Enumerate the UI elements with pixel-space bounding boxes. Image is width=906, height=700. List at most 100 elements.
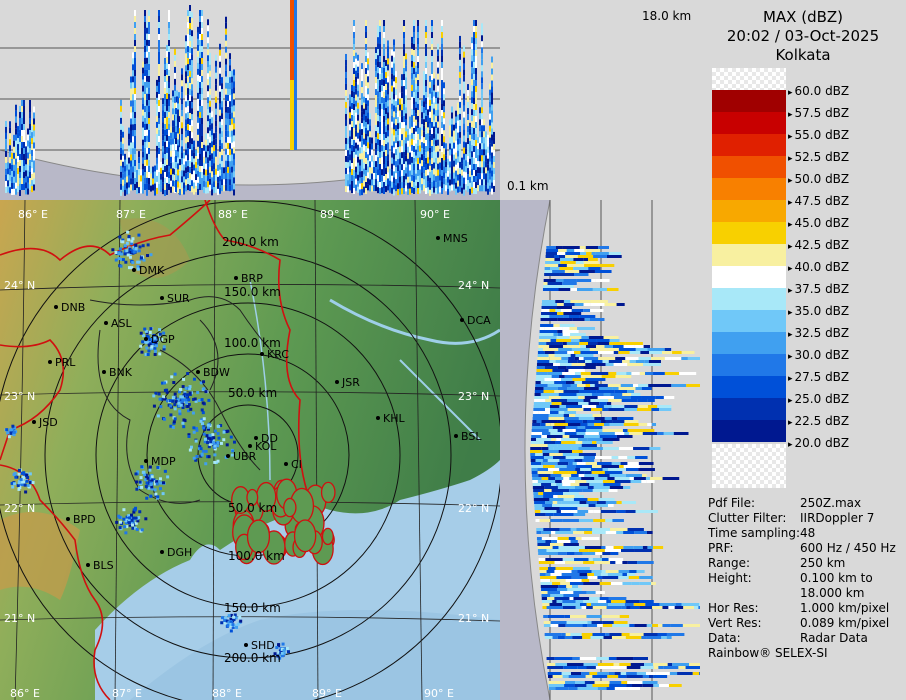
echo-cell [21, 100, 23, 106]
echo-cell [547, 615, 565, 618]
echo-cell [453, 130, 455, 137]
city-marker [436, 236, 440, 240]
echo-cell [176, 90, 178, 97]
echo-cell [445, 173, 447, 180]
echo-cell [571, 339, 580, 342]
echo-cell [231, 623, 235, 627]
echo-cell [124, 171, 126, 178]
echo-cell [130, 148, 132, 155]
echo-cell [640, 666, 654, 669]
echo-cell [199, 82, 201, 88]
echo-cell [351, 175, 353, 182]
echo-cell [467, 174, 469, 181]
echo-cell [365, 152, 367, 158]
echo-cell [421, 124, 423, 131]
echo-cell [158, 112, 160, 118]
lon-label-top: 88° E [218, 208, 248, 221]
echo-cell [411, 162, 413, 169]
echo-cell [643, 345, 651, 348]
echo-cell [447, 188, 449, 195]
echo-cell [158, 16, 160, 22]
echo-cell [401, 92, 403, 99]
echo-cell [411, 102, 413, 109]
echo-cell [578, 519, 594, 522]
echo-cell [25, 152, 27, 159]
echo-cell [610, 666, 627, 669]
echo-cell [427, 109, 429, 116]
echo-cell [132, 142, 134, 149]
echo-cell [209, 70, 211, 77]
echo-cell [443, 166, 445, 173]
echo-cell [483, 125, 485, 132]
echo-cell [178, 412, 182, 416]
echo-cell [215, 174, 217, 181]
echo-cell [429, 111, 431, 118]
echo-cell [10, 481, 14, 485]
echo-cell [351, 169, 353, 176]
echo-cell [411, 120, 413, 127]
echo-cell [387, 148, 389, 155]
echo-cell [164, 87, 166, 94]
echo-cell [166, 86, 168, 93]
echo-cell [638, 462, 654, 465]
echo-cell [587, 438, 603, 441]
echo-cell [595, 252, 609, 255]
echo-cell [421, 148, 423, 155]
echo-cell [463, 129, 465, 136]
echo-cell [132, 178, 134, 185]
echo-cell [437, 139, 439, 146]
echo-cell [568, 687, 578, 690]
echo-cell [351, 187, 353, 194]
echo-cell [475, 50, 477, 56]
echo-cell [225, 34, 227, 41]
echo-cell [559, 528, 571, 531]
echo-cell [369, 137, 371, 144]
echo-cell [381, 79, 383, 86]
echo-cell [168, 160, 170, 166]
echo-cell [207, 25, 209, 32]
echo-cell [588, 336, 604, 339]
echo-cell [553, 513, 564, 516]
echo-cell [11, 176, 13, 183]
echo-cell [574, 459, 583, 462]
echo-cell [622, 582, 632, 585]
echo-cell [607, 477, 615, 480]
echo-cell [549, 411, 559, 414]
echo-cell [397, 171, 399, 178]
echo-cell [179, 165, 181, 172]
echo-cell [539, 336, 557, 339]
echo-cell [405, 173, 407, 180]
echo-cell [33, 118, 35, 125]
echo-cell [590, 372, 609, 375]
legend-label: 27.5 dBZ [788, 370, 850, 384]
echo-cell [227, 184, 229, 191]
echo-cell [487, 182, 489, 189]
echo-cell [563, 423, 568, 426]
echo-cell [415, 95, 417, 102]
echo-cell [568, 675, 586, 678]
echo-cell [186, 404, 190, 408]
echo-cell [530, 441, 545, 444]
echo-cell [391, 115, 393, 122]
echo-cell [411, 78, 413, 85]
echo-cell [491, 164, 493, 171]
echo-cell [164, 189, 166, 196]
echo-cell [353, 158, 355, 164]
echo-cell [179, 403, 183, 407]
echo-cell [213, 163, 215, 170]
echo-cell [349, 142, 351, 149]
echo-cell [481, 83, 483, 90]
echo-cell [29, 142, 31, 148]
echo-cell [616, 531, 624, 534]
echo-cell [441, 56, 443, 62]
echo-cell [132, 248, 136, 252]
echo-cell [369, 173, 371, 180]
echo-cell [195, 427, 199, 431]
echo-cell [401, 146, 403, 153]
echo-cell [629, 351, 641, 354]
echo-cell [361, 129, 363, 136]
echo-cell [219, 109, 221, 116]
echo-cell [407, 176, 409, 183]
echo-cell [403, 140, 405, 146]
echo-cell [413, 188, 415, 194]
